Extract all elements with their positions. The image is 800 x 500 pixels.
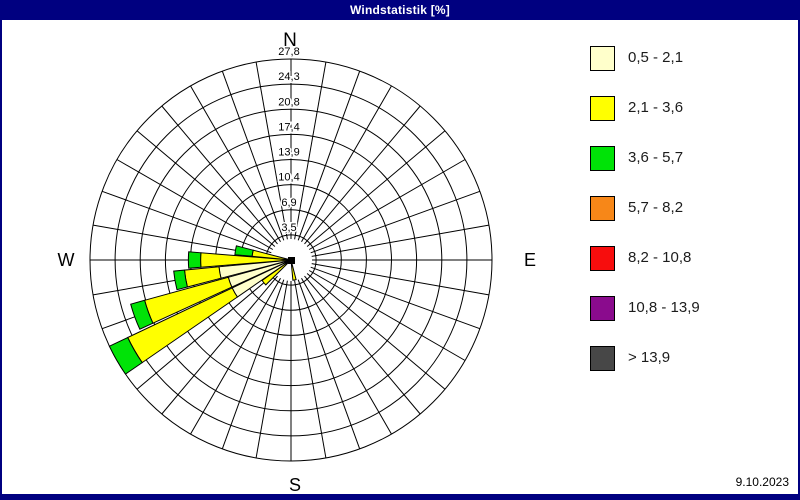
ring-label: 10,4	[278, 172, 299, 184]
grid-spoke	[161, 275, 278, 415]
grid-spoke	[101, 190, 272, 254]
ring-label: 13,9	[278, 147, 299, 159]
wind-bar-segment	[173, 269, 189, 291]
grid-spoke	[304, 275, 421, 415]
ring-label: 27,8	[278, 46, 299, 58]
wind-bar-segment	[108, 336, 143, 375]
grid-spoke	[255, 280, 288, 458]
grid-spoke	[308, 159, 466, 250]
center-dot	[288, 257, 295, 264]
wind-bar-segment	[290, 259, 297, 281]
grid-spoke	[306, 130, 446, 247]
wind-bar-segment	[130, 299, 154, 330]
grid-spoke	[297, 279, 361, 450]
ring-label: 17,4	[278, 121, 299, 133]
grid-spoke	[136, 273, 276, 390]
ring-label: 20,8	[278, 96, 299, 108]
grid-spoke	[308, 270, 466, 361]
grid-spoke	[311, 224, 489, 257]
ring-label: 6,9	[281, 197, 296, 209]
grid-spoke	[301, 85, 392, 243]
bottom-border-bar	[2, 494, 798, 500]
ring-label: 24,3	[278, 71, 299, 83]
grid-spoke	[297, 70, 361, 241]
grid-spoke	[311, 263, 489, 296]
titlebar: Windstatistik [%]	[2, 0, 798, 20]
grid-spoke	[190, 277, 281, 435]
window-title: Windstatistik [%]	[350, 3, 450, 17]
grid-spoke	[221, 70, 285, 241]
grid-spoke	[306, 273, 446, 390]
wind-bar-segment	[234, 245, 254, 257]
grid-spoke	[116, 159, 274, 250]
grid-spoke	[294, 62, 327, 240]
grid-spoke	[190, 85, 281, 243]
grid-spoke	[310, 190, 481, 254]
compass-label-w: W	[58, 250, 75, 270]
compass-label-n: N	[283, 30, 297, 51]
grid-spoke	[310, 266, 481, 330]
grid-spoke	[255, 62, 288, 240]
grid-spoke	[136, 130, 276, 247]
wind-rose-chart: 3,5 6,9 10,4 13,9 17,4 20,8 24,3 27,8N S W E	[56, 29, 538, 495]
wind-bar-segment	[187, 251, 202, 269]
grid-spoke	[301, 277, 392, 435]
chart-area: 3,5 6,9 10,4 13,9 17,4 20,8 24,3 27,8 N S W E 0,5 -…	[2, 20, 798, 494]
grid-spoke	[161, 105, 278, 245]
compass-label-s: S	[289, 475, 301, 494]
grid-spoke	[304, 105, 421, 245]
date-stamp: 9.10.2023	[735, 475, 789, 489]
compass-label-e: E	[524, 250, 536, 270]
grid-spoke	[221, 279, 285, 450]
ring-label: 3,5	[281, 222, 296, 234]
grid-spoke	[294, 280, 327, 458]
